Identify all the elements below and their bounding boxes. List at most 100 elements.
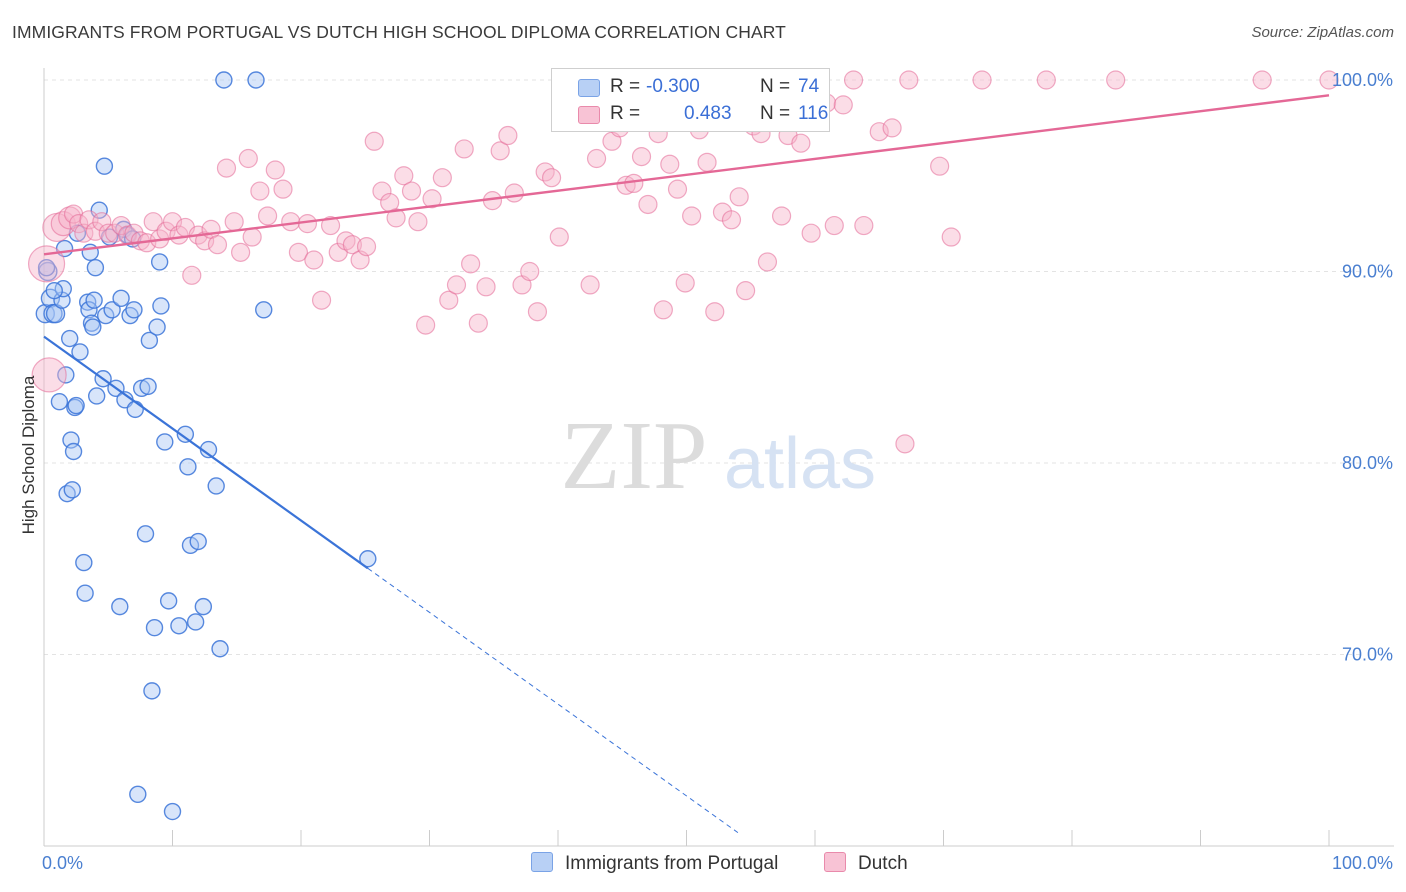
data-point-dutch [854, 215, 874, 236]
bottom-legend-label: Immigrants from Portugal [565, 853, 779, 874]
data-point-portugal [194, 597, 213, 616]
legend-n-value: 116 [798, 103, 829, 124]
tick-labels: 100.0% 90.0% 80.0% 70.0% 0.0% 100.0% [42, 70, 1393, 873]
legend-n-value: 74 [798, 76, 820, 97]
data-point-dutch [394, 166, 414, 186]
data-point-dutch [257, 206, 278, 226]
data-point-portugal [148, 318, 166, 336]
data-point-portugal [139, 377, 157, 396]
data-point-dutch [624, 173, 644, 194]
data-point-dutch [143, 212, 163, 232]
data-point-dutch [439, 290, 459, 310]
data-point-portugal [67, 396, 85, 415]
trend-line-portugal [43, 335, 369, 570]
data-point-dutch [899, 70, 919, 90]
data-point-dutch [801, 223, 821, 243]
data-point-dutch [182, 265, 202, 285]
data-point-dutch [736, 281, 756, 301]
data-point-portugal [45, 281, 63, 300]
legend-r-value: -0.300 [646, 76, 700, 97]
trend-lines [43, 94, 1330, 834]
bottom-legend-swatch-pink [824, 852, 846, 872]
data-point-dutch [882, 118, 902, 138]
legend-r-label: R = [610, 103, 641, 124]
data-point-portugal [125, 301, 143, 319]
data-point-portugal [186, 613, 205, 631]
data-point-dutch [895, 434, 915, 454]
data-point-portugal [179, 458, 197, 476]
data-point-portugal [159, 592, 178, 610]
stats-legend: R = -0.300 N = 74 R = 0.483 N = 116 [551, 68, 830, 132]
data-point-portugal [215, 71, 233, 89]
data-point-portugal [143, 682, 161, 700]
data-point-dutch [1319, 70, 1339, 90]
watermark-atlas: atlas [724, 424, 876, 504]
data-point-portugal [87, 387, 106, 405]
data-point-dutch [364, 131, 384, 151]
data-point-dutch [169, 225, 189, 245]
data-point-portugal [145, 618, 164, 637]
data-point-dutch [273, 179, 293, 199]
data-point-dutch [843, 70, 864, 90]
data-point-dutch [216, 158, 237, 178]
data-point-dutch [288, 242, 309, 262]
data-point-dutch [416, 315, 436, 335]
data-point-dutch [238, 148, 258, 169]
chart-title: IMMIGRANTS FROM PORTUGAL VS DUTCH HIGH S… [12, 22, 786, 42]
data-point-dutch [408, 212, 428, 232]
data-point-dutch [504, 183, 524, 203]
data-point-dutch [320, 215, 341, 236]
data-point-portugal [132, 379, 151, 398]
y-tick-label: 80.0% [1342, 453, 1393, 473]
data-point-portugal [136, 525, 155, 543]
data-point-portugal [90, 201, 108, 219]
series-dutch [27, 70, 1339, 454]
data-point-dutch [541, 168, 562, 188]
x-tick-label: 100.0% [1332, 853, 1393, 873]
data-point-portugal [86, 258, 105, 277]
data-point-dutch [476, 277, 496, 297]
data-point-portugal [207, 477, 225, 495]
data-point-portugal [189, 532, 207, 551]
data-point-dutch [231, 242, 251, 262]
data-point-dutch [461, 254, 481, 274]
data-point-dutch [697, 152, 717, 172]
data-point-dutch [342, 235, 362, 255]
series-immigrants-from-portugal [35, 71, 377, 821]
data-point-dutch [432, 168, 452, 188]
data-point-portugal [112, 289, 130, 308]
data-point-portugal [176, 425, 195, 443]
bottom-legend-portugal: Immigrants from Portugal [531, 852, 778, 875]
data-point-dutch [586, 148, 607, 169]
data-point-portugal [80, 301, 98, 319]
data-point-dutch [27, 245, 66, 283]
data-point-dutch [265, 160, 285, 180]
data-point-portugal [129, 785, 147, 803]
legend-swatch-pink [578, 106, 600, 124]
data-point-dutch [1036, 70, 1056, 90]
data-point-dutch [869, 122, 889, 142]
data-point-portugal [85, 291, 103, 309]
data-point-dutch [653, 300, 673, 320]
data-point-dutch [1106, 70, 1126, 90]
data-point-dutch [242, 227, 262, 247]
data-point-portugal [64, 442, 83, 461]
data-point-portugal [111, 597, 129, 616]
data-point-portugal [60, 329, 79, 348]
data-point-dutch [520, 261, 540, 282]
data-point-dutch [729, 187, 749, 207]
data-point-dutch [224, 212, 244, 232]
data-point-portugal [150, 253, 169, 271]
chart-source: Source: ZipAtlas.com [1251, 24, 1394, 41]
data-point-dutch [50, 211, 76, 237]
data-point-portugal [37, 258, 56, 277]
legend-n-label: N = [760, 76, 791, 97]
y-tick-label: 90.0% [1342, 262, 1393, 282]
data-point-dutch [372, 181, 392, 201]
bottom-legend-swatch-blue [531, 852, 553, 872]
data-point-portugal [359, 550, 377, 568]
data-point-portugal [163, 802, 182, 821]
data-point-dutch [833, 95, 853, 115]
data-point-dutch [791, 133, 811, 153]
data-point-portugal [211, 640, 229, 658]
